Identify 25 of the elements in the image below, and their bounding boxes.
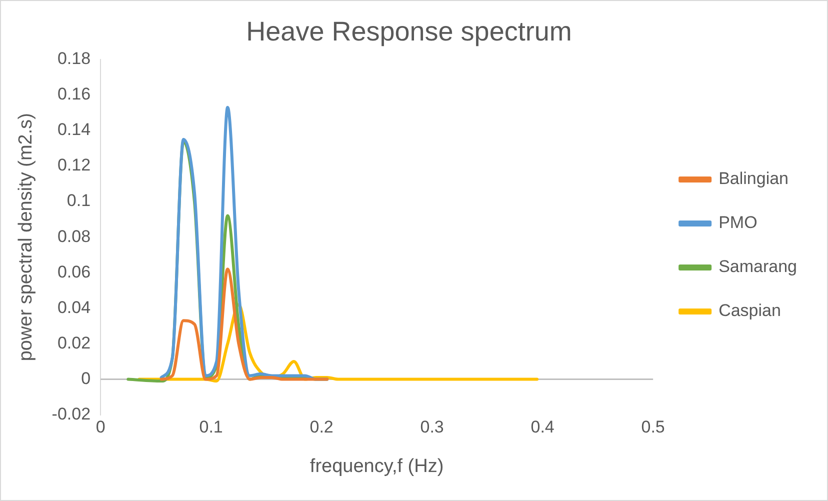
x-tick-label: 0	[96, 418, 106, 437]
y-tick-label: 0.16	[57, 84, 91, 104]
x-tick-label: 0.4	[530, 418, 554, 437]
legend-label: PMO	[718, 213, 758, 232]
legend-label: Samarang	[718, 257, 798, 276]
x-tick-label: 0.5	[641, 418, 665, 437]
y-tick-label: -0.02	[52, 404, 91, 424]
chart-title: Heave Response spectrum	[246, 16, 572, 47]
y-tick-label: 0	[81, 368, 91, 388]
y-tick-label: 0.04	[57, 298, 91, 317]
x-axis-title: frequency,f (Hz)	[310, 456, 444, 477]
y-tick-label: 0.1	[66, 191, 91, 210]
x-tick-label: 0.1	[199, 418, 223, 437]
x-tick-label: 0.3	[420, 418, 444, 437]
y-axis-title: power spectral density (m2.s)	[16, 113, 37, 362]
legend-label: Balingian	[718, 169, 789, 188]
legend-label: Caspian	[718, 301, 781, 320]
x-tick-label: 0.2	[310, 418, 334, 437]
y-tick-label: 0.06	[57, 262, 91, 282]
y-tick-label: 0.08	[57, 226, 91, 246]
y-tick-label: 0.18	[57, 49, 91, 68]
y-tick-label: 0.02	[57, 333, 91, 352]
line-series	[160, 268, 329, 381]
y-tick-label: 0.12	[57, 156, 91, 175]
y-tick-label: 0.14	[57, 120, 91, 140]
